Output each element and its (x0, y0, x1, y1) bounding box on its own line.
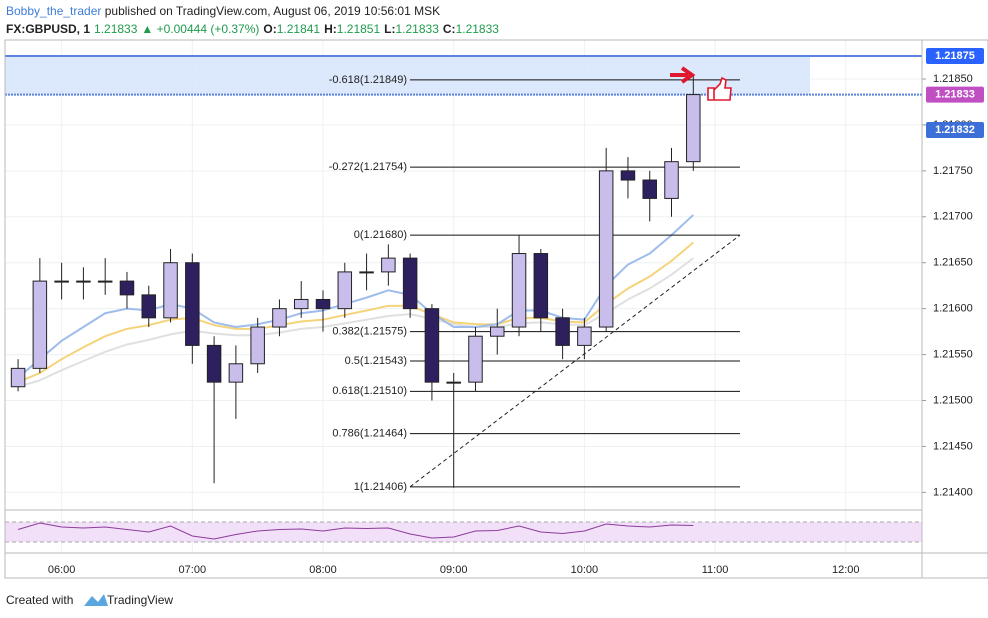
candle-body (141, 294, 157, 319)
fib-label: 0(1.21680) (354, 229, 407, 241)
x-tick-label: 11:00 (702, 564, 729, 576)
x-tick-label: 06:00 (48, 564, 76, 576)
candle-body (206, 344, 222, 383)
moving-average (17, 257, 694, 388)
author[interactable]: Bobby_the_trader (6, 4, 101, 18)
header-line: Bobby_the_trader published on TradingVie… (6, 4, 440, 18)
candle-body (10, 367, 26, 388)
candle-body (54, 280, 69, 283)
logo (84, 594, 108, 606)
c-label: C: (443, 22, 456, 36)
fib-label: -0.272(1.21754) (329, 161, 407, 173)
trend-line (409, 234, 741, 488)
y-tick-label: 1.21750 (933, 165, 973, 177)
candle-body (315, 298, 331, 310)
fib-label: 1(1.21406) (354, 481, 407, 493)
candle-body (163, 262, 178, 319)
y-tick-label: 1.21450 (933, 440, 973, 452)
candle-body (402, 257, 418, 310)
price-label-box (926, 86, 984, 103)
fib-label: 0.618(1.21510) (332, 385, 407, 397)
moving-average (17, 241, 694, 384)
candle-body (293, 298, 309, 310)
moving-average (17, 214, 694, 379)
last: 1.21833 (94, 22, 138, 36)
created-with: Created with (6, 593, 73, 607)
x-tick-label: 09:00 (440, 564, 468, 576)
price-label: 1.21833 (935, 89, 975, 101)
fib-label: -0.618(1.21849) (329, 74, 407, 86)
candle-body (250, 326, 265, 365)
price-label: 1.21875 (935, 50, 975, 62)
price-label-box (926, 48, 984, 65)
candle-body (468, 335, 483, 383)
footer: Created with TradingView (6, 593, 173, 607)
x-tick-label: 08:00 (309, 564, 337, 576)
thumb-icon (707, 76, 732, 101)
fib-label: 0.5(1.21543) (345, 355, 407, 367)
candle-body (620, 170, 636, 181)
candle-body (446, 381, 461, 384)
y-tick-label: 1.21500 (933, 394, 973, 406)
candle-body (272, 308, 287, 328)
candle-body (424, 308, 440, 383)
plot: 06:00 07:00 08:00 09:00 10:00 11:00 12:00 1.214… (5, 40, 984, 576)
x-tick-label: 10:00 (571, 564, 599, 576)
candle-body (97, 280, 113, 283)
candle-body (119, 280, 135, 296)
fib-label: 0.382(1.21575) (332, 326, 407, 338)
y-tick-label: 1.21600 (933, 303, 973, 315)
symbol: FX:GBPUSD, 1 (6, 22, 90, 36)
candle-body (359, 271, 374, 274)
candle-body (185, 262, 200, 346)
brand[interactable]: TradingView (107, 593, 173, 607)
c: 1.21833 (456, 22, 500, 36)
h-label: H: (324, 22, 337, 36)
candle-body (533, 253, 549, 319)
price-label: 1.21832 (935, 124, 975, 136)
l-label: L: (384, 22, 395, 36)
x-tick-label: 12:00 (832, 564, 860, 576)
y-tick-label: 1.21400 (933, 486, 973, 498)
candle-body (381, 257, 396, 273)
ohlc-line: FX:GBPUSD, 1 1.21833 ▲ +0.00444 (+0.37%) O:… (6, 22, 499, 36)
y-tick-label: 1.21700 (933, 211, 973, 223)
y-tick-label: 1.21650 (933, 257, 973, 269)
published: published on TradingView.com, August 06,… (101, 4, 440, 18)
candle-body (337, 271, 353, 310)
frame (4, 39, 988, 579)
candle-body (664, 161, 679, 199)
h: 1.21851 (337, 22, 381, 36)
candle-body (577, 326, 592, 346)
l: 1.21833 (396, 22, 440, 36)
y-tick-label: 1.21550 (933, 348, 973, 360)
candle-body (228, 363, 244, 383)
x-tick-label: 07:00 (179, 564, 207, 576)
candle-body (598, 170, 614, 328)
candle-body (555, 317, 570, 346)
o-label: O: (263, 22, 276, 36)
candle-body (32, 280, 48, 369)
rsi-line (17, 522, 694, 540)
arrow-icon (670, 66, 696, 84)
candle-body (511, 253, 527, 328)
candle-body (686, 94, 701, 163)
candle-body (642, 179, 657, 199)
candle-body (490, 326, 505, 337)
price-label-box (926, 122, 984, 138)
fib-label: 0.786(1.21464) (332, 427, 407, 439)
o: 1.21841 (277, 22, 321, 36)
y-tick-label: 1.21850 (933, 73, 973, 85)
rsi-band (5, 522, 922, 542)
change: ▲ +0.00444 (+0.37%) (141, 22, 259, 36)
candle-body (76, 280, 91, 283)
